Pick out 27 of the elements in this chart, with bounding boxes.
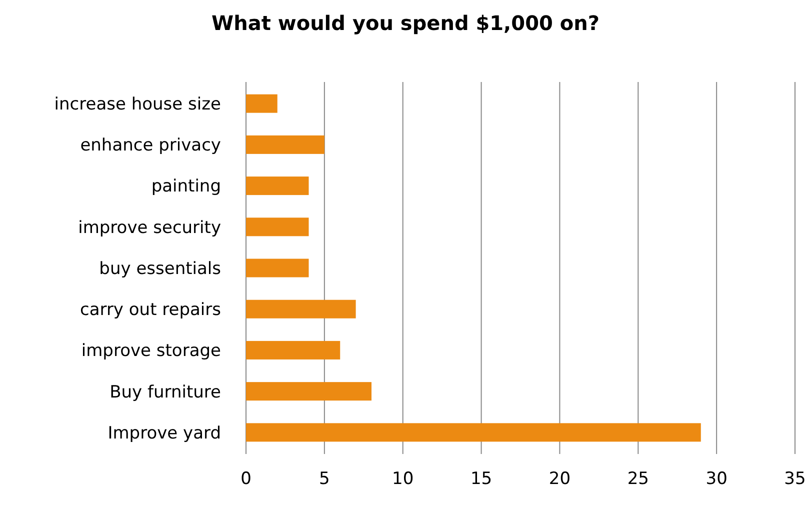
y-tick-label: Improve yard [108, 423, 221, 444]
bar [246, 382, 372, 401]
x-tick-label: 20 [548, 469, 571, 489]
bar [246, 135, 324, 154]
y-tick-label: increase house size [54, 94, 221, 115]
y-tick-label: buy essentials [99, 258, 222, 279]
x-tick-label: 25 [627, 469, 649, 489]
y-tick-label: improve security [78, 218, 221, 238]
bar [246, 423, 701, 442]
y-tick-label: painting [151, 176, 221, 197]
bar [246, 218, 309, 236]
bar [246, 94, 278, 113]
chart-title: What would you spend $1,000 on? [212, 11, 600, 35]
y-tick-label: enhance privacy [80, 136, 221, 156]
x-tick-label: 10 [392, 469, 414, 489]
bar [246, 258, 309, 278]
x-tick-label: 30 [706, 469, 728, 489]
x-tick-label: 35 [784, 469, 806, 489]
y-tick-label: carry out repairs [80, 300, 222, 320]
bar [246, 340, 340, 360]
y-tick-label: Buy furniture [110, 382, 221, 402]
y-tick-label: improve storage [81, 341, 221, 362]
bar [246, 300, 356, 318]
x-tick-label: 15 [470, 469, 492, 489]
bar [246, 176, 309, 196]
x-tick-label: 5 [319, 469, 330, 489]
x-tick-label: 0 [240, 469, 252, 489]
